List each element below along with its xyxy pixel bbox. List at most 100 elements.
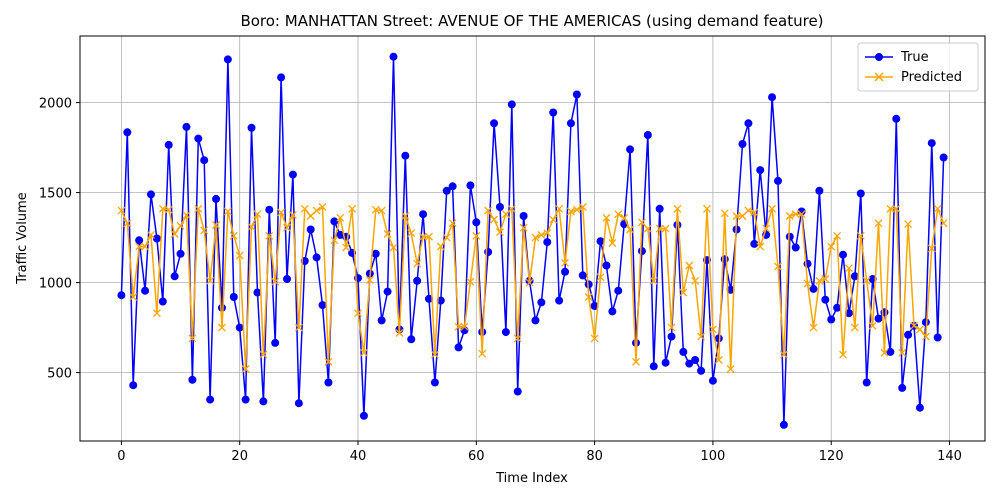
data-point-true [590,302,599,310]
data-point-predicted [821,275,830,283]
chart-title: Boro: MANHATTAN Street: AVENUE OF THE AM… [240,12,823,30]
data-point-predicted [324,357,333,366]
data-point-true [892,114,901,123]
data-point-predicted [448,219,457,228]
data-point-true [318,301,327,310]
x-tick-label: 80 [586,449,603,464]
data-point-predicted [259,350,268,359]
data-point-true [212,194,221,203]
data-point-true [194,134,203,143]
data-point-true [915,403,924,412]
data-point-predicted [519,223,528,232]
data-point-true [188,375,197,384]
data-point-predicted [856,231,865,240]
data-point-true [667,332,676,341]
data-point-predicted [253,210,262,219]
data-point-predicted [614,210,623,219]
data-point-true [146,190,155,199]
data-point-predicted [774,262,782,271]
data-point-predicted [720,209,729,218]
data-point-predicted [218,323,226,332]
data-point-true [643,131,652,139]
data-point-predicted [472,231,481,240]
data-point-predicted [791,210,800,219]
data-point-true [744,119,753,128]
data-point-true [833,303,842,312]
data-point-predicted [590,334,599,343]
data-point-true [608,307,617,316]
data-point-true [531,316,540,325]
data-point-true [170,272,179,281]
data-point-true [253,288,262,297]
data-point-predicted [513,334,522,343]
data-point-true [904,330,913,339]
data-point-predicted [395,329,404,337]
y-tick-label: 500 [47,367,72,382]
x-tick-label: 100 [700,449,725,464]
data-point-true [141,286,150,295]
data-point-true [490,119,499,128]
data-point-true [312,253,321,262]
data-point-predicted [850,323,859,332]
data-point-predicted [756,242,765,251]
data-point-predicted [649,276,658,285]
data-point-predicted [632,357,640,366]
data-point-predicted [525,278,534,287]
series-layer [117,52,948,429]
data-point-true [359,411,368,420]
data-point-true [827,315,836,324]
data-point-predicted [620,213,629,222]
data-point-predicted [803,279,812,288]
data-point-predicted [862,276,871,285]
data-point-predicted [697,332,706,341]
data-point-true [223,55,232,64]
data-point-predicted [354,309,362,318]
data-point-true [324,378,333,387]
data-point-predicted [336,213,345,222]
data-point-true [271,338,280,347]
data-point-predicted [436,242,445,251]
data-point-true [886,347,895,356]
data-point-true [495,203,504,211]
data-point-true [679,347,688,356]
data-point-predicted [868,321,877,330]
data-point-true [566,119,575,128]
data-point-true [756,166,765,175]
data-point-true [265,205,274,214]
data-point-predicted [898,348,907,357]
legend-predicted-marker [874,72,884,82]
data-point-true [501,328,510,337]
data-point-true [898,383,907,392]
data-point-true [572,90,581,99]
data-point-true [283,275,292,283]
legend-true-label: True [900,50,929,65]
data-point-true [478,328,487,337]
data-point-true [448,182,457,191]
x-tick-label: 0 [117,449,125,464]
data-point-true [785,232,794,241]
data-point-predicted [312,206,321,215]
data-point-true [442,186,451,195]
data-point-true [821,295,830,304]
y-tick-label: 1000 [39,277,72,292]
data-point-predicted [578,203,587,211]
data-point-true [206,395,215,404]
data-point-predicted [833,231,842,240]
data-point-true [880,308,889,317]
data-point-predicted [490,215,499,224]
data-point-predicted [283,223,291,232]
data-point-true [164,140,173,149]
tick-layer: 0 20 40 60 80 100 120 140 500 1000 1500 2000 [39,97,962,464]
data-point-predicted [365,275,374,284]
data-point-true [844,309,853,318]
data-point-predicted [496,228,504,237]
data-point-predicted [703,204,711,213]
x-tick-label: 120 [819,449,844,464]
data-point-predicted [348,204,357,213]
data-point-predicted [206,276,215,285]
data-point-predicted [419,232,428,241]
data-point-predicted [507,204,516,213]
data-point-true [419,210,428,219]
data-point-predicted [939,219,948,228]
data-point-predicted [442,233,451,242]
